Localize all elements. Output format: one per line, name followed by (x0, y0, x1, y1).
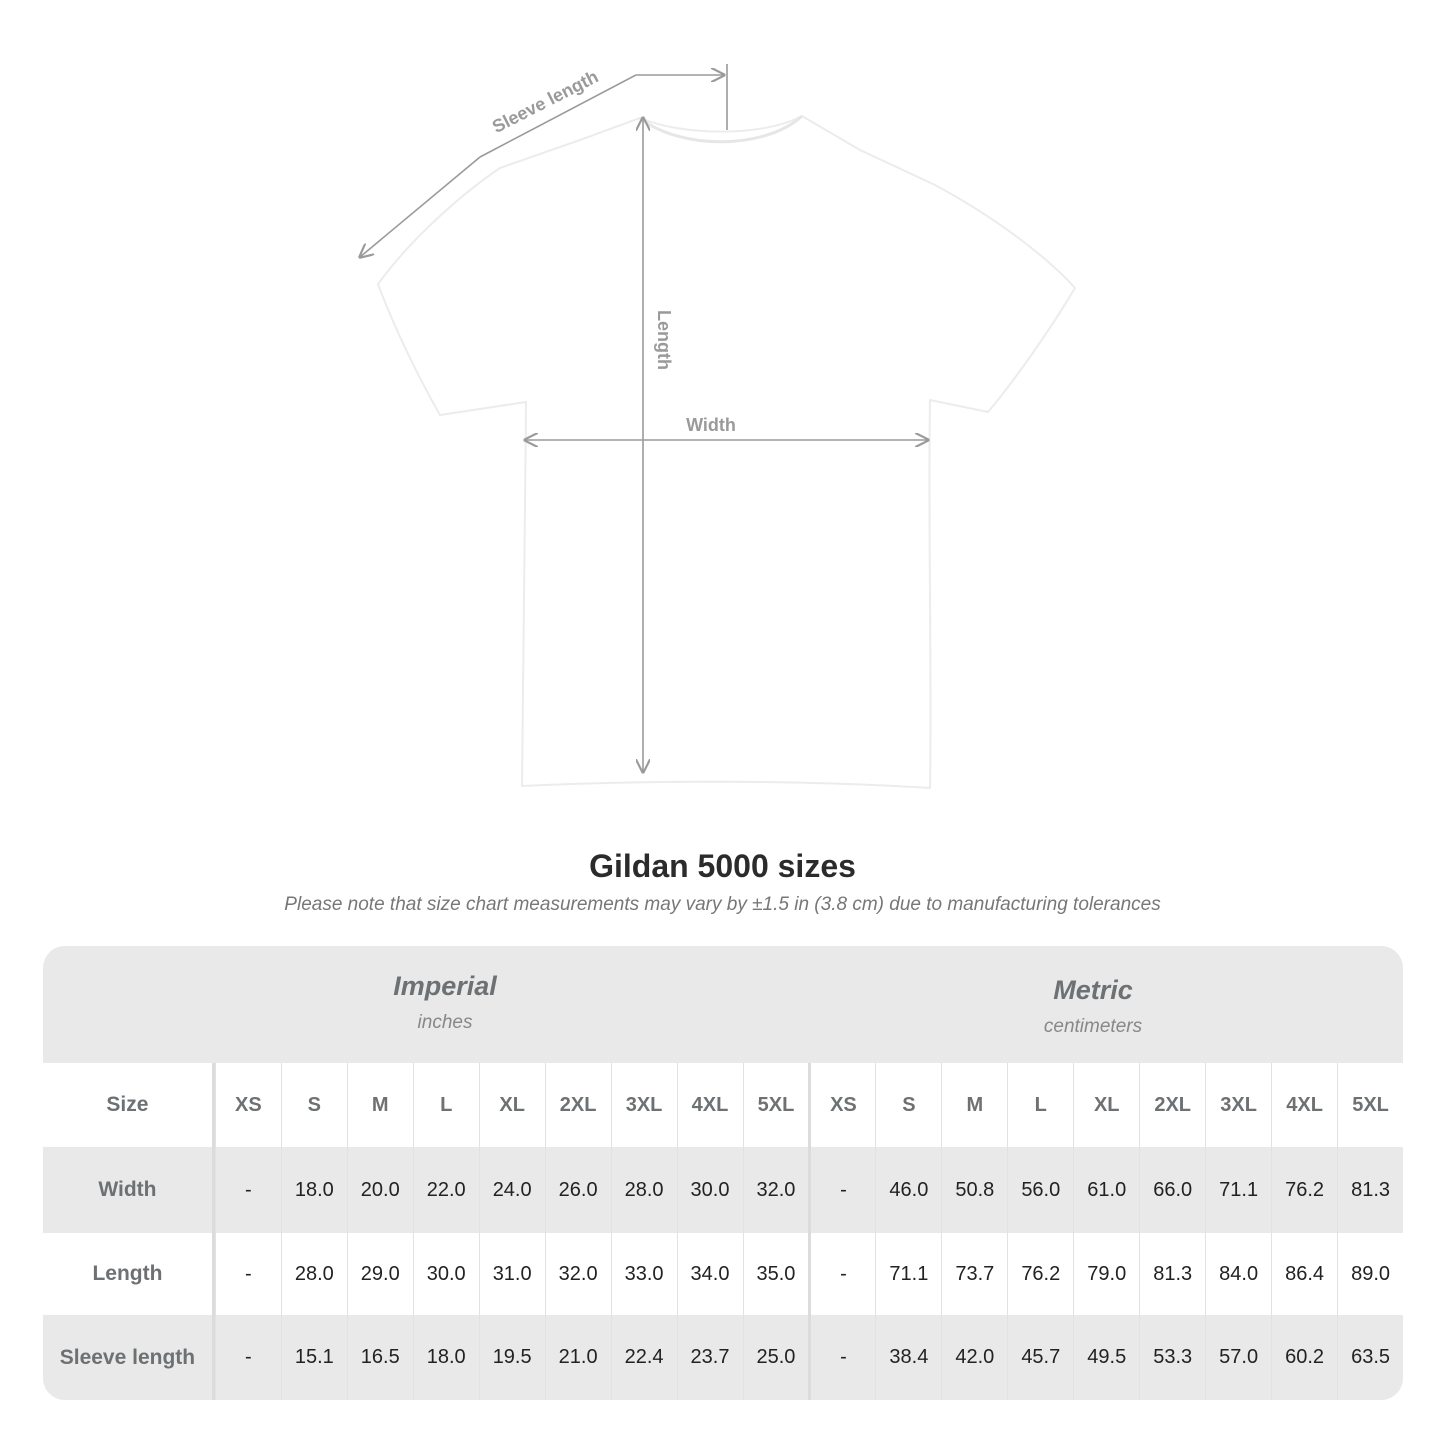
imperial-value: 32.0 (742, 1147, 809, 1233)
metric-title: Metric (1053, 975, 1133, 1005)
metric-value: 61.0 (1073, 1147, 1139, 1233)
imperial-value: 25.0 (742, 1315, 809, 1400)
sleeve-length-label: Sleeve length (43, 1315, 215, 1400)
imperial-value: 22.0 (412, 1147, 479, 1233)
imperial-value: 30.0 (676, 1147, 743, 1233)
imperial-value: 29.0 (346, 1233, 413, 1315)
size-header-metric: 2XL (1139, 1063, 1205, 1147)
metric-value: 81.3 (1139, 1233, 1205, 1315)
metric-value: 89.0 (1337, 1233, 1403, 1315)
size-header-imperial: XS (214, 1063, 281, 1147)
metric-value: 71.1 (875, 1233, 941, 1315)
metric-value: 53.3 (1139, 1315, 1205, 1400)
metric-value: 57.0 (1205, 1315, 1271, 1400)
imperial-value: 30.0 (412, 1233, 479, 1315)
imperial-value: - (214, 1147, 281, 1233)
imperial-value: 18.0 (412, 1315, 479, 1400)
metric-value: 81.3 (1337, 1147, 1403, 1233)
metric-value: 50.8 (941, 1147, 1007, 1233)
imperial-value: 18.0 (280, 1147, 347, 1233)
metric-value: 46.0 (875, 1147, 941, 1233)
imperial-value: 35.0 (742, 1233, 809, 1315)
metric-header: Metric centimeters (809, 946, 1377, 1092)
size-label: Size (43, 1063, 215, 1147)
imperial-value: 32.0 (544, 1233, 611, 1315)
size-table: Imperial inches Metric centimeters Size X… (43, 946, 1403, 1400)
imperial-title: Imperial (393, 971, 497, 1001)
imperial-header: Imperial inches (215, 946, 675, 1088)
imperial-value: - (214, 1315, 281, 1400)
size-header-metric: XS (808, 1063, 875, 1147)
size-header-metric: 3XL (1205, 1063, 1271, 1147)
length-row: Length -28.0 29.0 30.0 31.0 32.0 33.0 34.0 35.0-… (43, 1233, 1403, 1315)
imperial-value: 26.0 (544, 1147, 611, 1233)
metric-value: 71.1 (1205, 1147, 1271, 1233)
size-header-imperial: 2XL (544, 1063, 611, 1147)
width-row: Width -18.0 20.0 22.0 24.0 26.0 28.0 30.0 32.0-4… (43, 1147, 1403, 1233)
metric-value: 84.0 (1205, 1233, 1271, 1315)
imperial-value: 33.0 (610, 1233, 677, 1315)
chart-title: Gildan 5000 sizes (589, 848, 856, 884)
imperial-value: 24.0 (478, 1147, 545, 1233)
metric-value: 76.2 (1271, 1147, 1337, 1233)
sleeve-length-measure (360, 64, 728, 257)
imperial-value: 19.5 (478, 1315, 545, 1400)
size-header-imperial: XL (478, 1063, 545, 1147)
size-header-imperial: 4XL (676, 1063, 743, 1147)
metric-value: - (808, 1147, 875, 1233)
imperial-value: 16.5 (346, 1315, 413, 1400)
size-header-metric: XL (1073, 1063, 1139, 1147)
metric-value: 79.0 (1073, 1233, 1139, 1315)
size-header-metric: S (875, 1063, 941, 1147)
tshirt-diagram: Sleeve length Length Width (0, 64, 1077, 790)
metric-value: 45.7 (1007, 1315, 1073, 1400)
metric-value: - (808, 1233, 875, 1315)
metric-value: 38.4 (875, 1315, 941, 1400)
imperial-value: 15.1 (280, 1315, 347, 1400)
metric-value: - (808, 1315, 875, 1400)
metric-value: 76.2 (1007, 1233, 1073, 1315)
size-header-metric: M (941, 1063, 1007, 1147)
size-header-imperial: S (280, 1063, 347, 1147)
size-header-metric: L (1007, 1063, 1073, 1147)
metric-value: 63.5 (1337, 1315, 1403, 1400)
metric-value: 73.7 (941, 1233, 1007, 1315)
metric-value: 66.0 (1139, 1147, 1205, 1233)
imperial-value: 21.0 (544, 1315, 611, 1400)
sleeve-length-row: Sleeve length -15.1 16.5 18.0 19.5 21.0 22.4 23… (43, 1315, 1403, 1400)
size-header-metric: 5XL (1337, 1063, 1403, 1147)
imperial-value: 31.0 (478, 1233, 545, 1315)
imperial-value: 34.0 (676, 1233, 743, 1315)
imperial-value: - (214, 1233, 281, 1315)
length-label: Length (654, 310, 674, 370)
imperial-value: 28.0 (610, 1147, 677, 1233)
imperial-value: 20.0 (346, 1147, 413, 1233)
size-header-imperial: 3XL (610, 1063, 677, 1147)
size-header-imperial: L (412, 1063, 479, 1147)
metric-value: 60.2 (1271, 1315, 1337, 1400)
metric-value: 56.0 (1007, 1147, 1073, 1233)
tolerance-note: Please note that size chart measurements… (284, 894, 1161, 915)
length-label: Length (43, 1233, 215, 1315)
width-label: Width (43, 1147, 215, 1233)
tshirt-shape (376, 114, 1077, 790)
imperial-value: 28.0 (280, 1233, 347, 1315)
size-header-metric: 4XL (1271, 1063, 1337, 1147)
size-row: Size XS S M L XL 2XL 3XL 4XL 5XL XS S M L XL 2XL 3XL 4XL 5… (43, 1063, 1403, 1147)
imperial-value: 23.7 (676, 1315, 743, 1400)
size-header-imperial: M (346, 1063, 413, 1147)
imperial-unit: inches (417, 1012, 473, 1033)
metric-value: 86.4 (1271, 1233, 1337, 1315)
metric-unit: centimeters (1043, 1016, 1143, 1037)
size-header-imperial: 5XL (742, 1063, 809, 1147)
imperial-value: 22.4 (610, 1315, 677, 1400)
metric-value: 42.0 (941, 1315, 1007, 1400)
metric-value: 49.5 (1073, 1315, 1139, 1400)
width-label: Width (686, 415, 736, 435)
size-grid: Size XS S M L XL 2XL 3XL 4XL 5XL XS S M L XL 2XL 3XL 4XL 5… (43, 1063, 1403, 1400)
